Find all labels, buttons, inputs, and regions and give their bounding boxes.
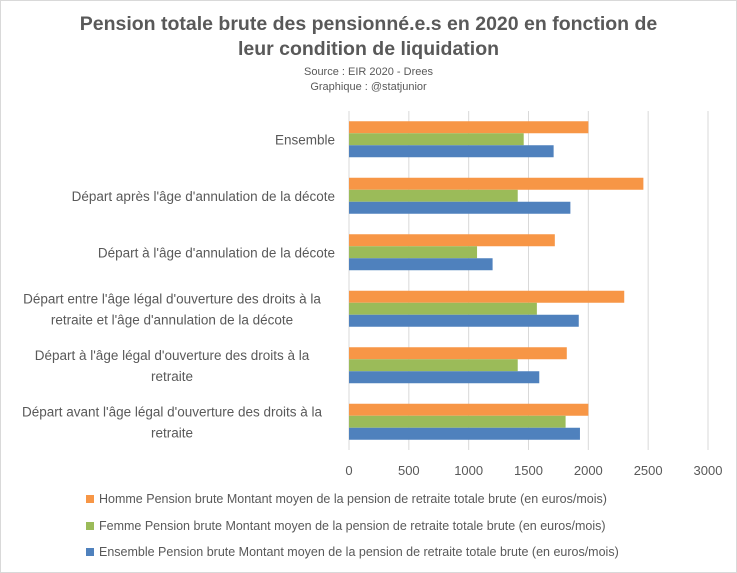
category-label: Départ après l'âge d'annulation de la dé… <box>72 189 335 204</box>
bar-ensemble <box>349 371 540 384</box>
bar-homme <box>349 403 589 416</box>
x-tick-label: 0 <box>345 463 352 478</box>
legend-label-ensemble: Ensemble Pension brute Montant moyen de … <box>99 545 619 559</box>
bar-ensemble <box>349 314 579 327</box>
x-tick-label: 1500 <box>514 463 543 478</box>
bar-homme <box>349 234 555 247</box>
chart-title-line-1: Pension totale brute des pensionné.e.s e… <box>79 13 658 35</box>
bar-ensemble <box>349 427 580 440</box>
bar-femme <box>349 415 566 428</box>
chart-title-line-2: leur condition de liquidation <box>237 38 500 60</box>
bar-femme <box>349 189 518 202</box>
category-label: Départ avant l'âge légal d'ouverture des… <box>22 404 323 440</box>
chart-source: Source : EIR 2020 - Drees <box>303 66 433 78</box>
category-label: Départ à l'âge légal d'ouverture des dro… <box>35 348 310 384</box>
x-tick-label: 3000 <box>694 463 723 478</box>
bar-homme <box>349 177 644 190</box>
bar-homme <box>349 347 567 360</box>
x-tick-label: 500 <box>398 463 420 478</box>
bar-femme <box>349 246 478 259</box>
x-tick-label: 1000 <box>454 463 483 478</box>
legend-item-ensemble: Ensemble Pension brute Montant moyen de … <box>86 544 619 560</box>
bar-ensemble <box>349 201 571 214</box>
category-label: Ensemble <box>275 132 335 147</box>
bar-femme <box>349 302 537 315</box>
category-label: Départ à l'âge d'annulation de la décote <box>98 245 335 260</box>
legend-swatch-femme <box>86 522 94 530</box>
legend-item-homme: Homme Pension brute Montant moyen de la … <box>86 491 607 507</box>
bar-homme <box>349 121 589 134</box>
chart-credit: Graphique : @statjunior <box>310 81 427 93</box>
x-tick-label: 2500 <box>634 463 663 478</box>
legend-swatch-homme <box>86 495 94 503</box>
category-label: Départ entre l'âge légal d'ouverture des… <box>23 291 321 327</box>
bar-ensemble <box>349 258 493 271</box>
bar-femme <box>349 133 524 146</box>
bar-homme <box>349 290 625 303</box>
x-tick-label: 2000 <box>574 463 603 478</box>
bar-ensemble <box>349 145 554 158</box>
legend-label-homme: Homme Pension brute Montant moyen de la … <box>99 492 607 506</box>
legend-label-femme: Femme Pension brute Montant moyen de la … <box>99 519 606 533</box>
bar-femme <box>349 359 518 372</box>
legend-item-femme: Femme Pension brute Montant moyen de la … <box>86 518 606 534</box>
legend-swatch-ensemble <box>86 548 94 556</box>
